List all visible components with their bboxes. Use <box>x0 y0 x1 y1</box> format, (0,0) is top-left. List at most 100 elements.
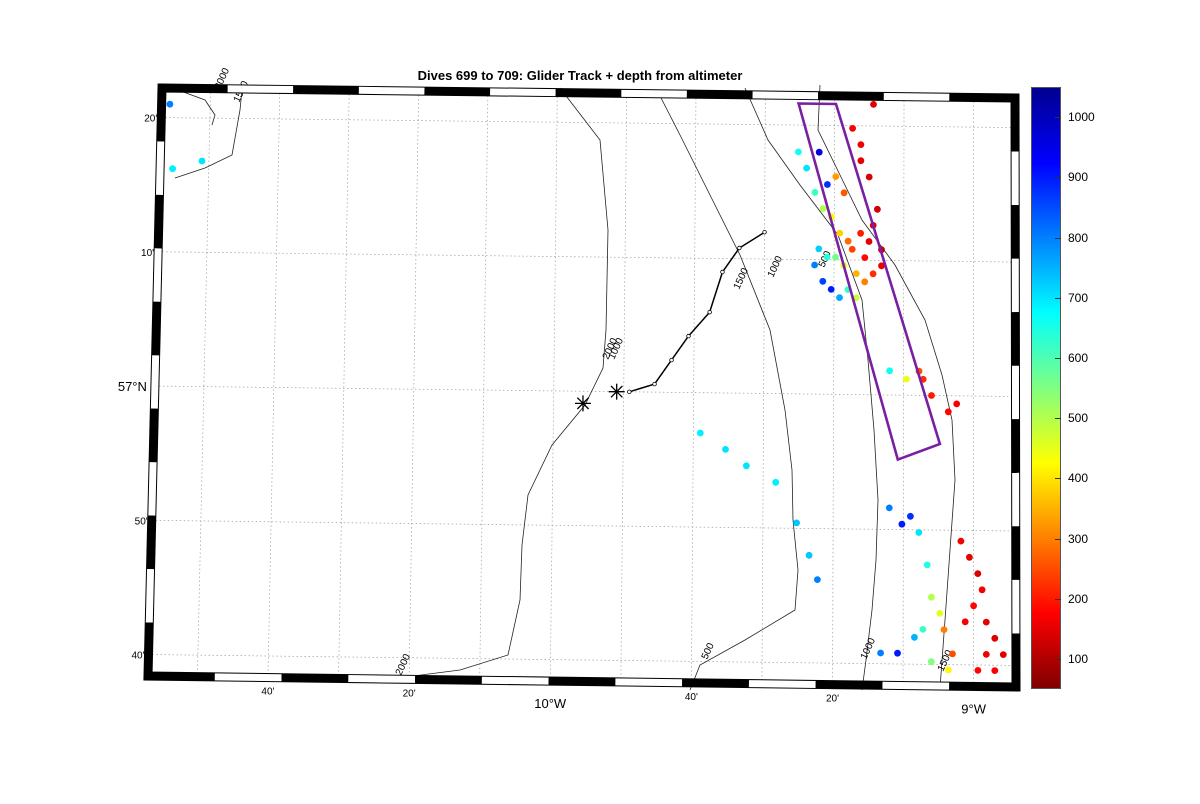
parallel-line <box>158 251 1016 263</box>
altimeter-point <box>849 124 856 132</box>
lon-label: 40' <box>261 687 274 698</box>
altimeter-point <box>907 512 914 520</box>
frame-segment-left <box>144 622 153 677</box>
colorbar-tick-label: 300 <box>1068 531 1089 546</box>
colorbar-tick-mark <box>1055 177 1061 179</box>
dive-point <box>707 309 712 315</box>
altimeter-point <box>805 551 813 559</box>
altimeter-point <box>836 229 844 237</box>
glider-track-line <box>629 231 765 393</box>
contour-label: 1500 <box>732 266 752 291</box>
frame-segment-left <box>148 462 157 516</box>
altimeter-point <box>848 245 856 253</box>
altimeter-point <box>852 270 860 277</box>
altimeter-point <box>885 504 893 512</box>
colorbar-tick-label: 400 <box>1068 471 1089 486</box>
frame-segment-top <box>686 90 753 99</box>
parallel-line <box>154 385 1016 397</box>
star-ray <box>576 397 590 410</box>
parallel-line <box>148 654 1016 666</box>
dive-point <box>627 389 632 395</box>
frame-segment-top <box>818 92 884 100</box>
lat-label: 10' <box>141 248 154 259</box>
altimeter-point <box>844 237 852 245</box>
colorbar-tick-mark <box>1055 658 1061 660</box>
frame-segment-bottom <box>147 672 215 681</box>
lat-label: 57°N <box>118 379 147 394</box>
altimeter-point <box>819 277 827 285</box>
altimeter-point <box>911 633 918 641</box>
frame-segment-top <box>752 91 819 100</box>
frame-segment-bottom <box>481 676 549 685</box>
altimeter-point <box>877 649 884 657</box>
altimeter-point <box>198 157 206 165</box>
survey-box-outline <box>796 102 942 462</box>
altimeter-point <box>991 667 999 674</box>
colorbar-tick-label: 200 <box>1068 591 1089 606</box>
frame-segment-left <box>147 515 156 570</box>
bathymetry-contours: 2000150010005002000150010005001000150020… <box>174 66 956 691</box>
contour-line <box>389 87 609 680</box>
frame-segment-left <box>154 194 163 249</box>
contour-label: 2000 <box>394 652 414 677</box>
altimeter-point <box>857 229 864 237</box>
altimeter-point <box>974 570 982 577</box>
altimeter-point <box>793 519 800 527</box>
frame-segment-top <box>161 84 228 93</box>
colorbar-tick-mark <box>1055 357 1061 359</box>
dive-point <box>762 229 767 235</box>
meridian-line <box>620 93 628 682</box>
parallel-line <box>151 519 1016 532</box>
meridian-line <box>691 94 697 683</box>
altimeter-point <box>869 270 877 278</box>
altimeter-point <box>857 141 865 149</box>
altimeter-point <box>999 651 1007 658</box>
altimeter-point <box>696 429 704 437</box>
frame-segment-bottom <box>348 675 416 683</box>
altimeter-point <box>743 462 750 470</box>
frame-segment-top <box>883 92 950 101</box>
altimeter-point <box>974 667 982 674</box>
altimeter-point <box>811 261 818 269</box>
lat-label: 40' <box>131 650 144 661</box>
altimeter-point <box>865 173 873 181</box>
meridian-line <box>832 95 836 685</box>
contour-line <box>177 89 216 126</box>
altimeter-point <box>874 205 881 213</box>
altimeter-point <box>857 157 865 165</box>
frame-segment-top <box>424 87 491 96</box>
colorbar-tick-label: 900 <box>1068 170 1089 185</box>
altimeter-point <box>923 561 931 569</box>
altimeter-point <box>944 408 952 416</box>
contour-line <box>817 84 956 689</box>
meridian-line <box>479 91 489 681</box>
colorbar <box>1031 87 1061 689</box>
frame-segment-bottom <box>281 674 349 683</box>
altimeter-points <box>166 93 1007 674</box>
altimeter-point <box>915 529 923 536</box>
altimeter-point <box>836 294 843 301</box>
altimeter-point <box>928 392 935 399</box>
frame-segment-left <box>152 301 161 356</box>
frame-segment-bottom <box>615 678 683 687</box>
colorbar-tick-label: 1000 <box>1068 110 1095 125</box>
contour-label: 500 <box>700 641 717 661</box>
altimeter-point <box>936 610 944 617</box>
altimeter-point <box>814 576 821 583</box>
frame-segment-bottom <box>949 682 1017 691</box>
altimeter-point <box>953 400 961 408</box>
frame-segment-bottom <box>815 680 883 689</box>
lon-label: 10°W <box>534 696 567 711</box>
frame-segment-top <box>490 88 556 97</box>
colorbar-tick-label: 800 <box>1068 230 1089 245</box>
frame-segment-top <box>555 89 622 97</box>
dive-point <box>686 333 691 339</box>
meridian-line <box>549 92 558 682</box>
altimeter-point <box>966 553 973 561</box>
altimeter-point <box>803 164 810 172</box>
survey-box <box>796 102 942 462</box>
colorbar-tick-label: 500 <box>1068 411 1089 426</box>
altimeter-point <box>982 618 990 626</box>
altimeter-point <box>944 666 952 674</box>
